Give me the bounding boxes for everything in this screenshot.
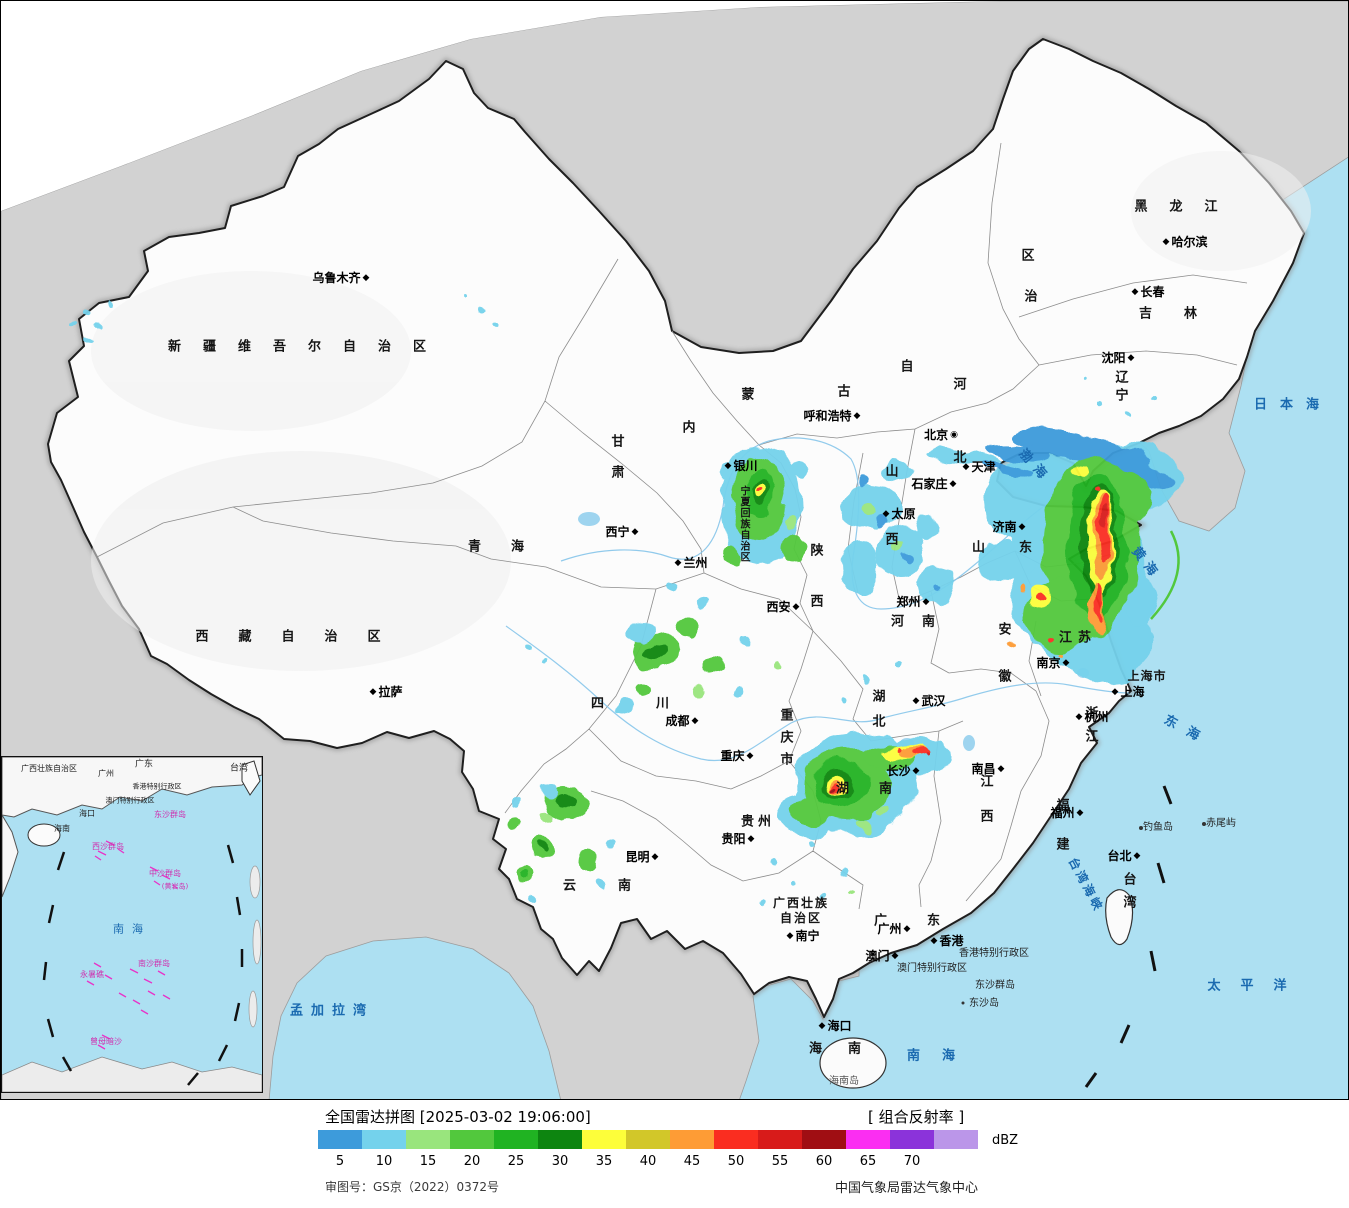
colorbar-segment: [582, 1130, 626, 1149]
map-margin: [1, 1, 1001, 211]
colorbar-ticks: 5 10 15 20 25 30 35 40 45 50 55 60 65 70: [318, 1154, 978, 1169]
south-china-sea-inset: 广西壮族自治区 广州 广东 台湾 香港特别行政区 澳门特别行政区 海口 海南 东沙群岛 西沙群岛中…: [1, 756, 263, 1093]
province-borders: [96, 142, 1248, 910]
colorbar-segment: [846, 1130, 890, 1149]
colorbar: [318, 1130, 978, 1149]
colorbar-tick: 20: [463, 1154, 481, 1169]
hainan-island: [819, 1037, 887, 1089]
yangtze-river: [505, 625, 1130, 762]
colorbar-tick: 60: [815, 1154, 833, 1169]
inset-hainan: [27, 823, 61, 847]
inset-philippines: [248, 865, 262, 1028]
colorbar-segment: [450, 1130, 494, 1149]
inset-taiwan: [241, 760, 261, 796]
legend-product-label: [ 组合反射率 ]: [868, 1108, 965, 1126]
china-radar-map: 黑龙江 吉林 辽宁内蒙古自治区新疆维吾尔自治区 西藏自治区 青海 甘肃 宁夏回族自治区 陕西山…: [0, 0, 1349, 1100]
colorbar-segment: [538, 1130, 582, 1149]
colorbar-segment: [494, 1130, 538, 1149]
colorbar-segment: [318, 1130, 362, 1149]
approval-number: 审图号：GS京（2022）0372号: [325, 1180, 499, 1194]
nine-dash-line: [1084, 785, 1173, 1088]
colorbar-tick: 50: [727, 1154, 745, 1169]
colorbar-segment: [934, 1130, 978, 1149]
inset-vietnam-coast: [2, 814, 19, 898]
colorbar-tick: 45: [683, 1154, 701, 1169]
terrain-shading: [91, 151, 1311, 671]
small-island-dots: [961, 822, 1206, 1005]
colorbar-segment: [362, 1130, 406, 1149]
colorbar-segment: [802, 1130, 846, 1149]
inset-south-land: [2, 1056, 262, 1092]
colorbar-tick: 55: [771, 1154, 789, 1169]
inset-map-svg: [2, 757, 262, 1092]
range-arc-artifact: [1150, 530, 1180, 620]
colorbar-tick: 40: [639, 1154, 657, 1169]
credit-label: 中国气象局雷达气象中心: [835, 1181, 979, 1196]
inset-ocean: [2, 757, 262, 1092]
colorbar-tick: 10: [375, 1154, 393, 1169]
colorbar-tick: 5: [335, 1154, 345, 1169]
china-map-svg: [1, 1, 1348, 1099]
radar-echoes: [73, 299, 1181, 904]
colorbar-tick: 15: [419, 1154, 437, 1169]
colorbar-segment: [670, 1130, 714, 1149]
colorbar-segment: [758, 1130, 802, 1149]
legend-panel: 全国雷达拼图 [2025-03-02 19:06:00] [ 组合反射率 ] d…: [0, 1100, 1349, 1208]
taiwan-island: [1105, 889, 1134, 946]
colorbar-segment: [714, 1130, 758, 1149]
colorbar-segment: [890, 1130, 934, 1149]
inset-dash-line: [42, 844, 244, 1086]
colorbar-segment: [626, 1130, 670, 1149]
unit-label: dBZ: [992, 1133, 1019, 1148]
colorbar-segment: [406, 1130, 450, 1149]
colorbar-tick: 25: [507, 1154, 525, 1169]
inset-island-marks: [86, 840, 178, 1050]
colorbar-tick: 70: [903, 1154, 921, 1169]
legend-title: 全国雷达拼图 [2025-03-02 19:06:00]: [325, 1108, 591, 1126]
colorbar-tick: 30: [551, 1154, 569, 1169]
colorbar-tick: 65: [859, 1154, 877, 1169]
colorbar-tick: 35: [595, 1154, 613, 1169]
